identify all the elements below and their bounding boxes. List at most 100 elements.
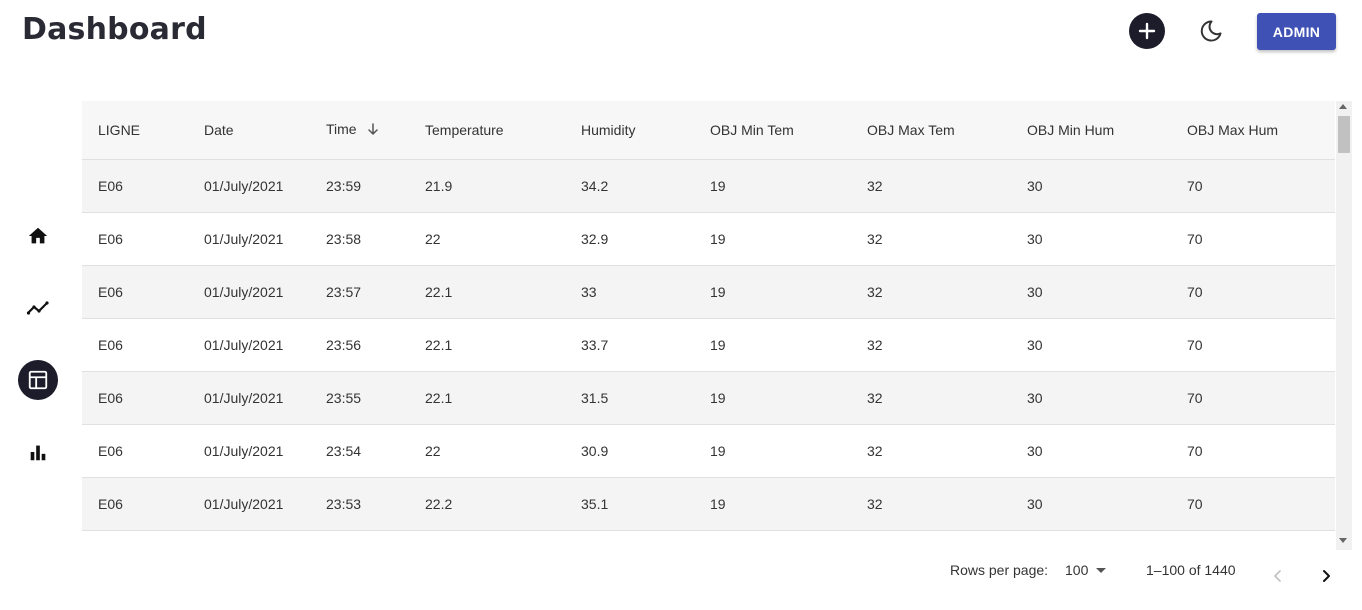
- column-header-obj-max-hum[interactable]: OBJ Max Hum: [1171, 101, 1335, 160]
- table-scrollbar[interactable]: [1336, 101, 1352, 550]
- cell-obj-min-tem: 19: [694, 212, 851, 266]
- cell-obj-max-tem: 32: [851, 212, 1011, 266]
- table-row[interactable]: E06 01/July/2021 23:57 22.1 33 19 32 30 …: [82, 265, 1335, 319]
- cell-obj-min-hum: 30: [1011, 371, 1171, 425]
- cell-ligne: E06: [82, 424, 188, 478]
- cell-ligne: E06: [82, 265, 188, 319]
- add-button[interactable]: [1129, 13, 1165, 49]
- data-table-container: LIGNE Date Time Temperature Humidity OBJ…: [82, 101, 1335, 531]
- cell-ligne: E06: [82, 318, 188, 372]
- cell-obj-min-hum: 30: [1011, 318, 1171, 372]
- table-row[interactable]: E06 01/July/2021 23:54 22 30.9 19 32 30 …: [82, 424, 1335, 478]
- cell-humidity: 35.1: [565, 477, 694, 531]
- scrollbar-thumb[interactable]: [1338, 116, 1350, 153]
- admin-button[interactable]: ADMIN: [1257, 13, 1336, 50]
- cell-obj-min-hum: 30: [1011, 159, 1171, 213]
- cell-obj-min-tem: 19: [694, 159, 851, 213]
- cell-ligne: E06: [82, 371, 188, 425]
- cell-temperature: 22: [409, 212, 565, 266]
- cell-obj-max-tem: 32: [851, 477, 1011, 531]
- cell-obj-max-hum: 70: [1171, 159, 1335, 213]
- moon-icon: [1200, 20, 1222, 42]
- column-header-ligne[interactable]: LIGNE: [82, 101, 188, 160]
- cell-obj-max-hum: 70: [1171, 424, 1335, 478]
- cell-obj-max-hum: 70: [1171, 371, 1335, 425]
- plus-icon: [1138, 22, 1156, 40]
- scroll-down-arrow-icon[interactable]: [1339, 538, 1347, 543]
- next-page-button[interactable]: [1315, 565, 1337, 587]
- column-header-humidity[interactable]: Humidity: [565, 101, 694, 160]
- arrow-down-icon[interactable]: [366, 122, 380, 139]
- cell-date: 01/July/2021: [188, 424, 310, 478]
- cell-obj-min-tem: 19: [694, 424, 851, 478]
- cell-humidity: 34.2: [565, 159, 694, 213]
- previous-page-button[interactable]: [1267, 565, 1289, 587]
- cell-obj-min-tem: 19: [694, 477, 851, 531]
- cell-temperature: 22.1: [409, 371, 565, 425]
- cell-obj-max-hum: 70: [1171, 318, 1335, 372]
- cell-humidity: 30.9: [565, 424, 694, 478]
- rows-per-page-select[interactable]: 100: [1065, 562, 1107, 578]
- cell-obj-max-hum: 70: [1171, 265, 1335, 319]
- sidebar-item-home[interactable]: [18, 216, 58, 256]
- pagination-range: 1–100 of 1440: [1146, 562, 1236, 578]
- cell-time: 23:55: [310, 371, 409, 425]
- page-title: Dashboard: [22, 12, 207, 47]
- cell-humidity: 32.9: [565, 212, 694, 266]
- cell-date: 01/July/2021: [188, 318, 310, 372]
- cell-obj-min-hum: 30: [1011, 424, 1171, 478]
- cell-obj-max-tem: 32: [851, 424, 1011, 478]
- cell-time: 23:53: [310, 477, 409, 531]
- cell-obj-max-tem: 32: [851, 159, 1011, 213]
- sidebar-item-bar-chart[interactable]: [18, 432, 58, 472]
- cell-obj-min-tem: 19: [694, 265, 851, 319]
- cell-obj-max-tem: 32: [851, 371, 1011, 425]
- table-row[interactable]: E06 01/July/2021 23:53 22.2 35.1 19 32 3…: [82, 477, 1335, 531]
- table-header-row: LIGNE Date Time Temperature Humidity OBJ…: [82, 101, 1335, 160]
- cell-obj-min-hum: 30: [1011, 212, 1171, 266]
- cell-humidity: 31.5: [565, 371, 694, 425]
- scroll-up-arrow-icon[interactable]: [1339, 104, 1347, 109]
- cell-time: 23:54: [310, 424, 409, 478]
- column-header-obj-max-tem[interactable]: OBJ Max Tem: [851, 101, 1011, 160]
- column-header-time-label: Time: [326, 120, 357, 137]
- column-header-time[interactable]: Time: [310, 101, 409, 160]
- cell-temperature: 22: [409, 424, 565, 478]
- cell-temperature: 21.9: [409, 159, 565, 213]
- cell-temperature: 22.1: [409, 318, 565, 372]
- cell-humidity: 33.7: [565, 318, 694, 372]
- cell-obj-min-hum: 30: [1011, 265, 1171, 319]
- home-icon: [28, 227, 48, 244]
- cell-date: 01/July/2021: [188, 212, 310, 266]
- table-row[interactable]: E06 01/July/2021 23:55 22.1 31.5 19 32 3…: [82, 371, 1335, 425]
- line-chart-icon: [26, 301, 49, 315]
- cell-obj-max-tem: 32: [851, 265, 1011, 319]
- cell-obj-max-tem: 32: [851, 318, 1011, 372]
- column-header-obj-min-hum[interactable]: OBJ Min Hum: [1011, 101, 1171, 160]
- sidebar-item-trend[interactable]: [18, 288, 58, 328]
- column-header-temperature[interactable]: Temperature: [409, 101, 565, 160]
- cell-time: 23:56: [310, 318, 409, 372]
- cell-date: 01/July/2021: [188, 371, 310, 425]
- cell-date: 01/July/2021: [188, 265, 310, 319]
- cell-obj-min-tem: 19: [694, 371, 851, 425]
- cell-time: 23:58: [310, 212, 409, 266]
- caret-down-icon: [1096, 567, 1107, 573]
- column-header-date[interactable]: Date: [188, 101, 310, 160]
- cell-humidity: 33: [565, 265, 694, 319]
- table-row[interactable]: E06 01/July/2021 23:58 22 32.9 19 32 30 …: [82, 212, 1335, 266]
- cell-obj-max-hum: 70: [1171, 212, 1335, 266]
- theme-toggle-button[interactable]: [1193, 13, 1229, 49]
- cell-date: 01/July/2021: [188, 159, 310, 213]
- cell-obj-min-hum: 30: [1011, 477, 1171, 531]
- sidebar-item-table[interactable]: [18, 360, 58, 400]
- table-row[interactable]: E06 01/July/2021 23:56 22.1 33.7 19 32 3…: [82, 318, 1335, 372]
- cell-ligne: E06: [82, 477, 188, 531]
- column-header-obj-min-tem[interactable]: OBJ Min Tem: [694, 101, 851, 160]
- cell-temperature: 22.2: [409, 477, 565, 531]
- table-row[interactable]: E06 01/July/2021 23:59 21.9 34.2 19 32 3…: [82, 159, 1335, 213]
- chevron-left-icon: [1274, 570, 1281, 582]
- cell-obj-min-tem: 19: [694, 318, 851, 372]
- cell-ligne: E06: [82, 212, 188, 266]
- cell-time: 23:59: [310, 159, 409, 213]
